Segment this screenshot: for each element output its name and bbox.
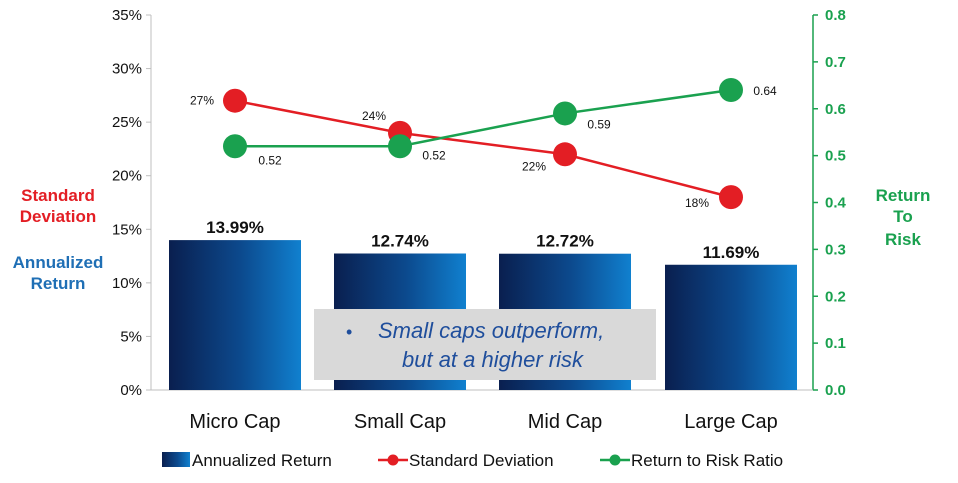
bar-value-label: 13.99% bbox=[206, 218, 264, 237]
left-tick-label: 15% bbox=[112, 221, 142, 238]
legend-marker-return-risk bbox=[609, 454, 621, 466]
callout-bullet: • bbox=[346, 322, 353, 342]
bar bbox=[665, 264, 797, 390]
bar-value-label: 11.69% bbox=[703, 243, 760, 262]
legend-marker-std-dev bbox=[387, 454, 399, 466]
std-dev-point bbox=[223, 88, 247, 113]
category-label: Micro Cap bbox=[189, 411, 280, 433]
legend-swatch-annualized-return bbox=[162, 452, 190, 467]
left-tick-label: 20% bbox=[112, 168, 142, 185]
return-risk-label: 0.59 bbox=[587, 117, 611, 131]
callout-line2: but at a higher risk bbox=[402, 347, 583, 372]
left-axis-title-line2: Deviation bbox=[20, 207, 97, 226]
left-tick-label: 5% bbox=[120, 328, 142, 345]
left-axis-title-line4: Return bbox=[31, 274, 86, 293]
category-label: Large Cap bbox=[684, 411, 777, 433]
left-axis-ticks: 0% 5% 10% 15% 20% 25% 30% 35% bbox=[112, 7, 151, 399]
std-dev-label: 22% bbox=[522, 159, 546, 173]
legend-label-std-dev: Standard Deviation bbox=[409, 451, 554, 470]
category-labels: Micro Cap Small Cap Mid Cap Large Cap bbox=[189, 411, 777, 433]
right-tick-label: 0.8 bbox=[825, 7, 846, 24]
right-tick-label: 0.5 bbox=[825, 148, 846, 165]
right-tick-label: 0.6 bbox=[825, 101, 846, 118]
right-axis-title-line3: Risk bbox=[885, 230, 921, 249]
return-risk-line bbox=[235, 88, 732, 148]
right-tick-label: 0.7 bbox=[825, 54, 846, 71]
legend-label-annualized-return: Annualized Return bbox=[192, 451, 332, 470]
legend-label-return-risk: Return to Risk Ratio bbox=[631, 451, 783, 470]
bar bbox=[169, 240, 301, 390]
right-tick-label: 0.1 bbox=[825, 335, 846, 352]
return-risk-point bbox=[388, 134, 412, 159]
left-axis-title-line1: Standard bbox=[21, 186, 95, 205]
left-axis-title-line3: Annualized bbox=[13, 253, 104, 272]
category-label: Small Cap bbox=[354, 411, 446, 433]
legend: Annualized Return Standard Deviation Ret… bbox=[162, 451, 783, 470]
return-risk-label: 0.52 bbox=[258, 153, 282, 167]
return-risk-point bbox=[223, 134, 247, 159]
return-risk-label: 0.64 bbox=[753, 84, 777, 98]
return-risk-point bbox=[553, 101, 577, 126]
right-tick-label: 0.3 bbox=[825, 241, 846, 258]
right-axis-title-line1: Return bbox=[876, 186, 931, 205]
left-tick-label: 30% bbox=[112, 61, 142, 78]
std-dev-point bbox=[719, 185, 743, 210]
bar-value-label: 12.72% bbox=[536, 232, 594, 251]
std-dev-series: 27% 24% 22% 18% bbox=[190, 88, 743, 210]
bar-value-label: 12.74% bbox=[371, 232, 429, 251]
category-label: Mid Cap bbox=[528, 411, 602, 433]
callout-line1: Small caps outperform, bbox=[378, 318, 605, 343]
left-tick-label: 10% bbox=[112, 275, 142, 292]
std-dev-label: 24% bbox=[362, 109, 386, 123]
std-dev-label: 27% bbox=[190, 94, 214, 108]
right-tick-label: 0.4 bbox=[825, 195, 847, 212]
left-tick-label: 25% bbox=[112, 114, 142, 131]
left-tick-label: 35% bbox=[112, 7, 142, 24]
std-dev-point bbox=[553, 142, 577, 167]
return-risk-label: 0.52 bbox=[422, 148, 446, 162]
annotation-callout: • Small caps outperform, but at a higher … bbox=[314, 309, 656, 380]
right-tick-label: 0.0 bbox=[825, 382, 846, 399]
std-dev-label: 18% bbox=[685, 196, 709, 210]
bar-value-labels: 13.99% 12.74% 12.72% 11.69% bbox=[206, 218, 759, 262]
right-axis-ticks: 0.0 0.1 0.2 0.3 0.4 0.5 0.6 0.7 0.8 bbox=[813, 7, 847, 399]
return-risk-series: 0.52 0.52 0.59 0.64 bbox=[223, 78, 777, 167]
left-tick-label: 0% bbox=[120, 382, 142, 399]
std-dev-line bbox=[234, 99, 732, 199]
return-risk-point bbox=[719, 78, 743, 102]
right-tick-label: 0.2 bbox=[825, 288, 846, 305]
right-axis-title-line2: To bbox=[893, 207, 913, 226]
